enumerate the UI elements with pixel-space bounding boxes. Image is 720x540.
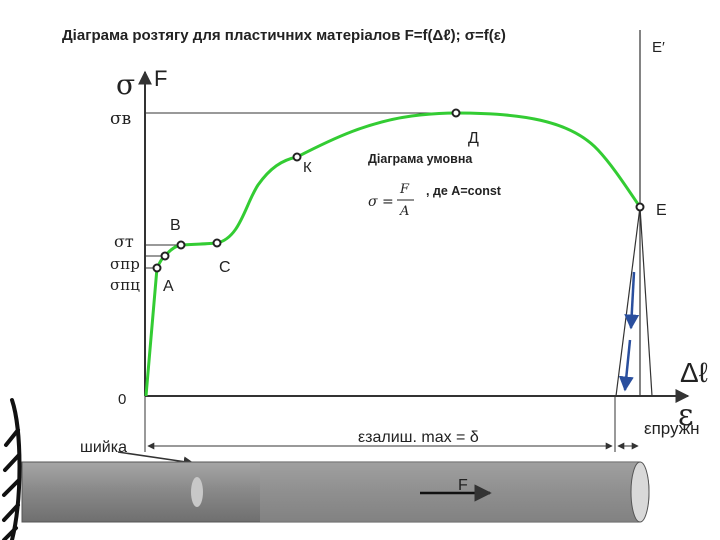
stress-label-sigma-pr: σпр	[110, 255, 140, 273]
unloading-arrow-1	[624, 271, 640, 330]
point-e	[635, 202, 645, 212]
point-label-c: С	[219, 259, 231, 276]
stress-formula: σ = F A , де A=const	[368, 182, 502, 219]
point-label-b: В	[170, 217, 181, 234]
wall-line	[10, 398, 22, 540]
unloading-line-2	[639, 206, 653, 397]
point-pr	[160, 251, 170, 261]
stress-label-sigma-pc: σпц	[110, 276, 140, 294]
axis-label-sigma: σ	[116, 68, 135, 101]
fixed-wall	[2, 398, 22, 540]
point-b	[176, 240, 186, 250]
diagram-title: Діаграма розтягу для пластичних матеріал…	[62, 27, 506, 44]
residual-strain-label: εзалиш. max = δ	[358, 429, 479, 446]
stress-label-sigma-v-text: σв	[110, 109, 131, 129]
unloading-arrow-2	[618, 339, 634, 392]
point-k	[292, 152, 302, 162]
specimen-neck-section	[191, 477, 203, 507]
point-a	[152, 263, 162, 273]
specimen-end	[630, 461, 650, 523]
formula-numerator: F	[399, 182, 410, 197]
wall-hatch-4	[2, 503, 20, 522]
unloading-line	[615, 206, 641, 397]
elastic-strain-label: εпружн	[644, 419, 700, 438]
formula-lhs: σ =	[368, 194, 394, 210]
point-c	[212, 238, 222, 248]
force-label: F	[458, 477, 468, 494]
stress-label-sigma-t: σт	[114, 232, 134, 251]
axis-label-force: F	[154, 66, 167, 91]
point-label-e-prime: Е′	[652, 39, 665, 56]
origin-label: 0	[118, 391, 126, 408]
point-label-d: Д	[468, 130, 479, 147]
axis-label-epsilon: ε	[678, 398, 694, 433]
formula-condition: , де A=const	[426, 184, 502, 198]
formula-denominator: A	[399, 204, 409, 219]
stress-label-sigma-v: σв	[110, 109, 131, 129]
point-label-e: Е	[656, 202, 667, 219]
wall-hatch-3	[2, 478, 21, 497]
wall-hatch-1	[4, 428, 20, 447]
wall-hatch-2	[3, 453, 21, 472]
point-label-a: А	[163, 278, 174, 295]
point-d	[451, 108, 461, 118]
neck-arrow	[117, 451, 195, 467]
point-label-k: К	[303, 159, 312, 176]
wall-hatch-5	[2, 526, 18, 540]
neck-label: шийка	[80, 439, 127, 456]
axis-label-delta-l: Δℓ	[680, 357, 708, 388]
conditional-diagram-note: Діаграма умовна	[368, 152, 473, 166]
